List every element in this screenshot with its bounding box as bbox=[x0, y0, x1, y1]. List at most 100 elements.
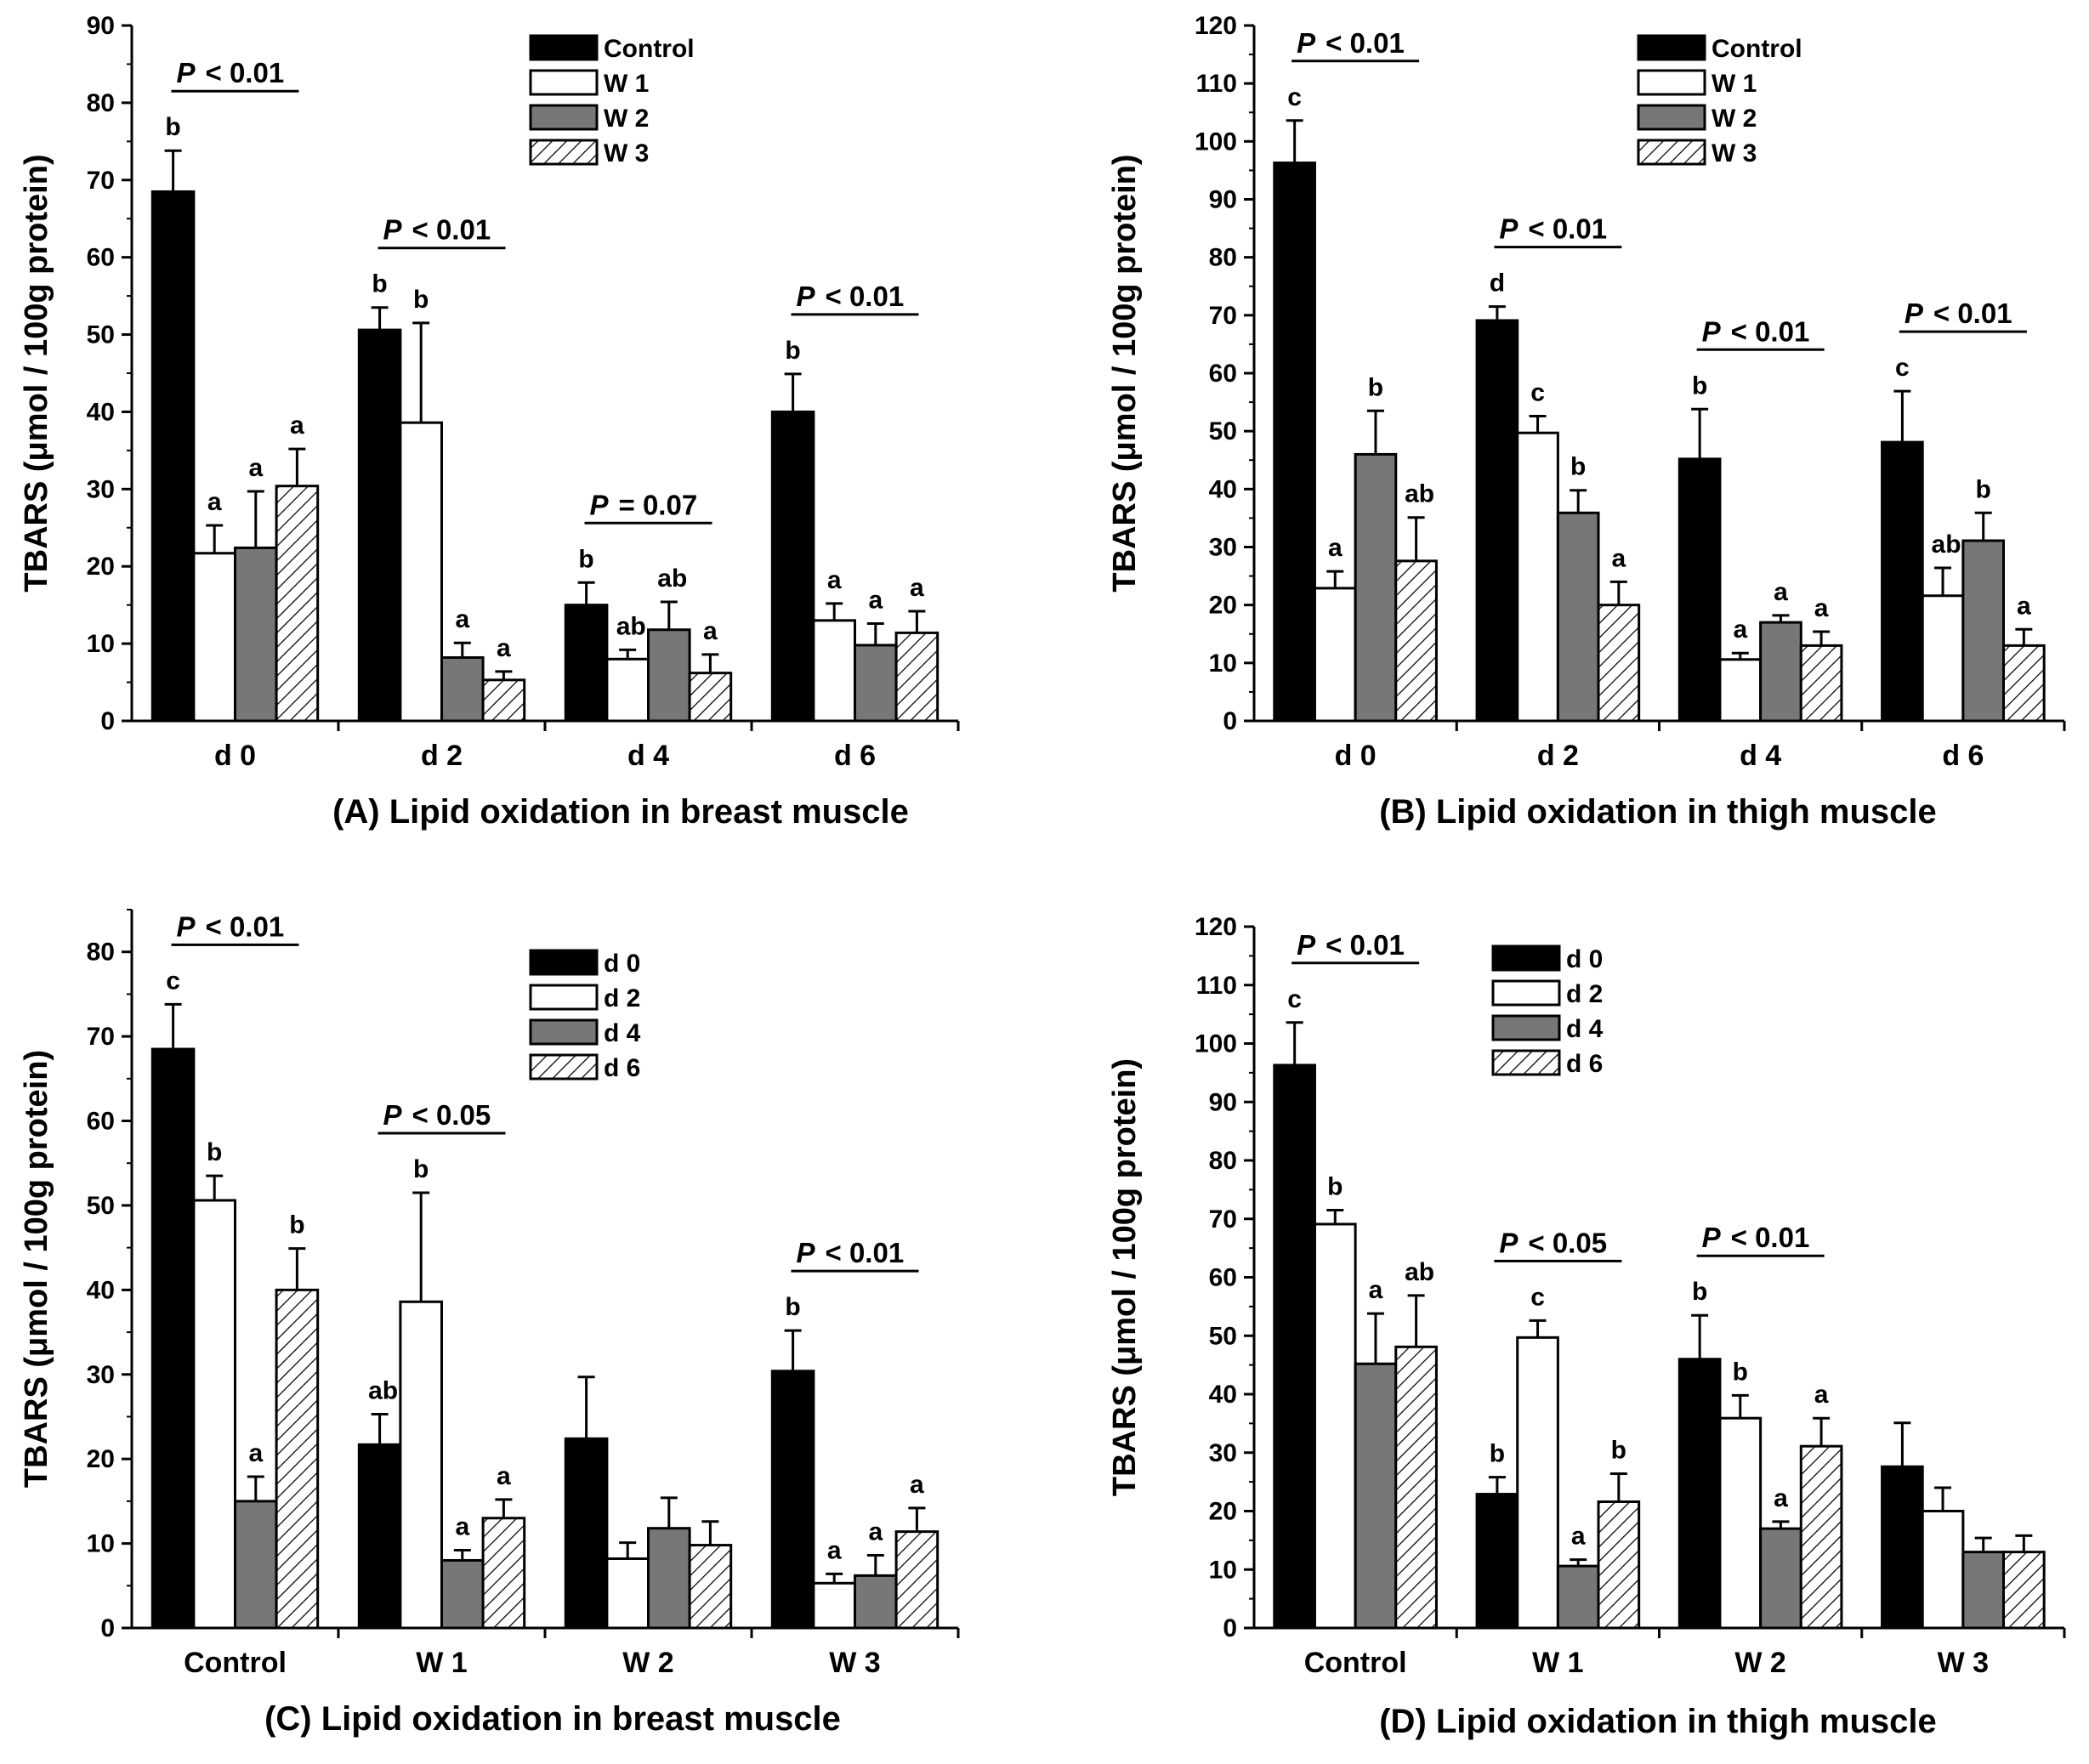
panel-b-y-tick-label: 0 bbox=[1223, 707, 1237, 735]
panel-c-bar bbox=[647, 1527, 691, 1630]
panel-b-significance-letter: ab bbox=[1932, 530, 1961, 559]
panel-c-p-value-label: P bbox=[177, 910, 196, 942]
panel-b-p-value-label: P bbox=[1297, 27, 1316, 59]
panel-a-p-value: P < 0.01 bbox=[791, 281, 919, 316]
panel-b-significance-letter: d bbox=[1490, 269, 1505, 298]
panel-d-category-label: W 1 bbox=[1532, 1647, 1583, 1679]
panel-a-category-label: d 2 bbox=[421, 740, 463, 772]
panel-a-y-tick-label: 0 bbox=[100, 707, 115, 735]
panel-d-bar bbox=[2002, 1551, 2046, 1630]
panel-b-p-value-label: P bbox=[1499, 213, 1518, 245]
panel-b-p-value-text: < 0.01 bbox=[1528, 213, 1607, 245]
panel-b-bar bbox=[1921, 594, 1965, 723]
panel-a-y-tick-label: 10 bbox=[87, 630, 115, 658]
panel-b-legend-swatch bbox=[1637, 34, 1706, 61]
panel-a-significance-letter: a bbox=[827, 566, 842, 594]
panel-a-p-value: P < 0.01 bbox=[377, 214, 506, 250]
panel-d-y-tick-label: 90 bbox=[1209, 1088, 1237, 1116]
panel-c-significance-letter: a bbox=[455, 1513, 469, 1541]
panel-d-significance-letter: b bbox=[1490, 1440, 1505, 1468]
panel-b-significance-letter: c bbox=[1895, 354, 1910, 382]
panel-c-bar bbox=[399, 1300, 443, 1630]
panel-d-caption: (D) Lipid oxidation in thigh muscle bbox=[1379, 1703, 1937, 1740]
panel-d-y-tick-label: 110 bbox=[1196, 972, 1237, 1000]
panel-c-legend-swatch bbox=[529, 1018, 599, 1046]
panel-d-y-tick-label: 30 bbox=[1209, 1439, 1237, 1467]
panel-b-y-tick-label: 70 bbox=[1209, 302, 1237, 330]
panel-d-p-value-text: < 0.05 bbox=[1528, 1227, 1607, 1258]
panel-b-significance-letter: b bbox=[1368, 373, 1383, 401]
panel-c-caption: (C) Lipid oxidation in breast muscle bbox=[264, 1700, 841, 1738]
panel-b-bar bbox=[1273, 162, 1316, 723]
panel-a-legend-swatch bbox=[529, 69, 599, 96]
panel-b-p-value-text: < 0.01 bbox=[1325, 27, 1405, 59]
panel-d-legend-swatch bbox=[1491, 944, 1561, 972]
panel-a-bar bbox=[605, 657, 650, 723]
panel-d-y-axis-title: TBARS (μmol / 100g protein) bbox=[1107, 1058, 1143, 1496]
panel-d-y-tick-label: 10 bbox=[1209, 1556, 1237, 1584]
panel-d-bar bbox=[1475, 1493, 1519, 1630]
panel-c-p-value: P < 0.05 bbox=[377, 1099, 506, 1135]
panel-d-y-tick-label: 60 bbox=[1209, 1264, 1237, 1292]
panel-b-p-value: P < 0.01 bbox=[1899, 298, 2027, 333]
panel-a-significance-letter: a bbox=[207, 488, 222, 516]
panel-a-legend-label: W 1 bbox=[604, 70, 649, 98]
panel-a-significance-letter: ab bbox=[616, 612, 646, 640]
panel-a-p-value-text: < 0.01 bbox=[206, 57, 285, 88]
panel-b-y-tick-label: 100 bbox=[1195, 128, 1237, 156]
panel-a-p-value-text: < 0.01 bbox=[412, 214, 491, 246]
panel-b-legend-label: W 3 bbox=[1712, 139, 1757, 167]
panel-b-legend-swatch bbox=[1637, 104, 1706, 131]
panel-b-legend-swatch bbox=[1637, 139, 1706, 166]
panel-a-bar bbox=[894, 631, 939, 723]
panel-b-p-value: P < 0.01 bbox=[1291, 27, 1420, 63]
panel-b-legend-label: W 2 bbox=[1712, 105, 1757, 133]
panel-b-bar bbox=[1475, 319, 1519, 723]
panel-a-legend-label: W 3 bbox=[604, 139, 649, 167]
panel-b-legend: Control W 1 W 2 W 3 bbox=[1637, 34, 1802, 167]
panel-c-legend-label: d 4 bbox=[604, 1019, 641, 1047]
panel-a-y-tick-label: 60 bbox=[87, 244, 115, 272]
panel-c-category-label: W 3 bbox=[829, 1647, 880, 1679]
panel-d-significance-letter: b bbox=[1327, 1172, 1343, 1200]
panel-c-bar bbox=[605, 1557, 650, 1630]
panel-d-bar bbox=[1961, 1551, 2006, 1630]
panel-c-bar bbox=[854, 1574, 898, 1630]
panel-c-legend: d 0 d 2 d 4 d 6 bbox=[529, 949, 641, 1082]
panel-d-legend-label: d 4 bbox=[1566, 1015, 1604, 1043]
panel-a-bar bbox=[440, 655, 485, 723]
panel-b-significance-letter: a bbox=[1733, 615, 1747, 644]
panel-a-legend-label: Control bbox=[604, 35, 695, 63]
panel-a-significance-letter: a bbox=[910, 574, 924, 602]
panel-d-significance-letter: a bbox=[1774, 1484, 1788, 1512]
panel-c-significance-letter: ab bbox=[368, 1376, 398, 1404]
panel-d: 0102030405060708090100110120Controlcbaab… bbox=[1107, 913, 2066, 1740]
panel-b-legend-label: W 1 bbox=[1712, 70, 1757, 98]
panel-d-category-label: Control bbox=[1304, 1647, 1407, 1679]
panel-a-y-axis-title: TBARS (μmol / 100g protein) bbox=[19, 154, 54, 592]
panel-d-y-tick-label: 50 bbox=[1209, 1322, 1237, 1350]
panel-a-significance-letter: b bbox=[413, 286, 429, 314]
panel-b-category-label: d 4 bbox=[1740, 740, 1781, 772]
panel-c-bar bbox=[481, 1517, 526, 1630]
panel-a-bar bbox=[564, 604, 609, 723]
panel-c-legend-swatch bbox=[529, 984, 599, 1011]
panel-c-significance-letter: a bbox=[497, 1462, 511, 1490]
panel-d-significance-letter: a bbox=[1369, 1276, 1383, 1304]
panel-a-y-tick-label: 40 bbox=[87, 398, 115, 426]
panel-d-legend: d 0 d 2 d 4 d 6 bbox=[1491, 944, 1604, 1078]
panel-d-bar bbox=[1313, 1222, 1357, 1630]
panel-d-bar bbox=[1597, 1500, 1641, 1630]
panel-a-bar bbox=[234, 546, 278, 723]
panel-c-legend-swatch bbox=[529, 1053, 599, 1081]
panel-b-significance-letter: a bbox=[1328, 534, 1343, 562]
panel-b-y-tick-label: 10 bbox=[1209, 649, 1237, 678]
panel-a-significance-letter: a bbox=[455, 605, 469, 633]
panel-b-y-tick-label: 20 bbox=[1209, 592, 1237, 620]
panel-b-bar bbox=[1718, 658, 1763, 723]
panel-c-y-tick-label: 30 bbox=[87, 1361, 115, 1389]
panel-b-bar bbox=[1881, 440, 1924, 723]
panel-a-category-label: d 4 bbox=[627, 740, 669, 772]
